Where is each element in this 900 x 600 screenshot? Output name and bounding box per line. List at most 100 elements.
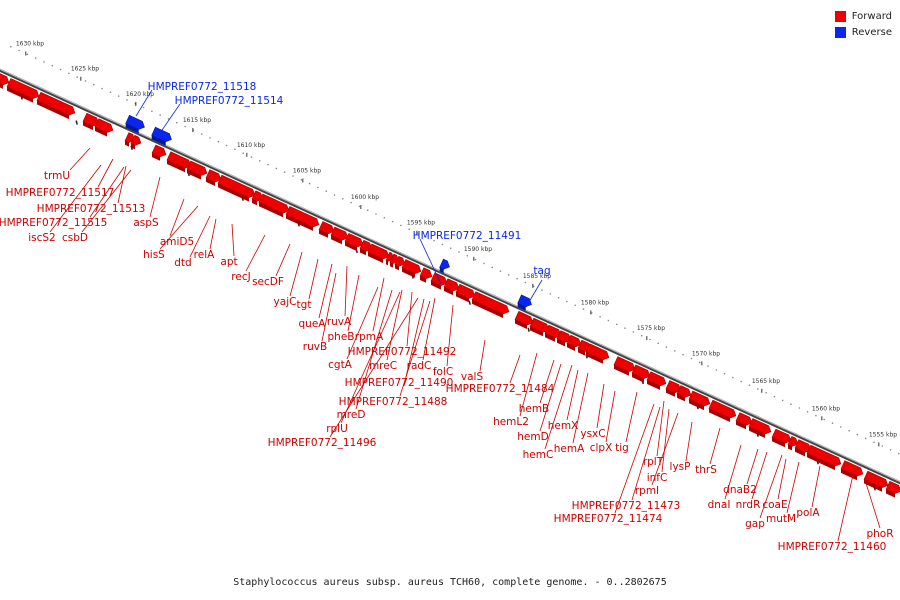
forward-gene-body <box>455 283 476 299</box>
reverse-gene-side <box>517 303 526 311</box>
legend-forward: Forward <box>834 8 892 24</box>
axis-highlight <box>0 68 900 483</box>
tick-dot <box>441 243 444 246</box>
forward-gene-side <box>259 202 283 218</box>
forward-gene <box>318 221 335 238</box>
tick-dot <box>632 331 635 333</box>
forward-gene-side <box>420 276 426 283</box>
forward-gene-body <box>708 399 737 419</box>
tick-dot <box>524 281 527 284</box>
tick-dot <box>798 407 801 409</box>
gene-label: HMPREF0772_11488 <box>339 396 448 408</box>
gene-label: amiD5 <box>160 236 194 248</box>
gene-label: mreD <box>337 409 366 421</box>
genome-axis <box>0 68 900 485</box>
tick-label: 1620 kbp <box>126 91 154 98</box>
tick-dot <box>574 304 576 307</box>
gene-label: dnaB2 <box>723 484 757 496</box>
forward-gene <box>443 278 460 296</box>
forward-gene-side <box>749 426 765 438</box>
gene-label: nrdR <box>736 499 761 511</box>
forward-gene-side <box>666 388 675 397</box>
forward-gene <box>885 480 900 498</box>
tick-label: 1630 kbp <box>16 41 44 48</box>
tick-dot <box>59 68 62 71</box>
gene-label: HMPREF0772_11491 <box>413 230 522 242</box>
gene-label: radC <box>407 360 432 372</box>
label-leader <box>321 272 337 342</box>
tick-label: 1560 kbp <box>812 405 840 412</box>
forward-gene <box>471 291 510 318</box>
label-leader <box>864 479 881 529</box>
label-leader <box>318 263 333 319</box>
forward-gene <box>556 330 572 347</box>
tick-dot <box>325 190 328 192</box>
forward-gene <box>401 259 422 278</box>
gene-label: hemD <box>517 431 548 443</box>
label-leader <box>759 454 783 519</box>
tick-dot <box>26 53 29 56</box>
forward-gene <box>631 364 651 383</box>
forward-gene-body <box>443 278 460 292</box>
tick-dot <box>773 395 776 398</box>
label-leader <box>49 164 102 233</box>
tick-dot <box>391 220 394 223</box>
forward-gene <box>217 174 256 202</box>
gene-label: HMPREF0772_11473 <box>572 500 681 512</box>
tick-dot <box>723 372 726 375</box>
forward-gene-side <box>252 199 257 206</box>
forward-gene-body <box>471 291 510 315</box>
gene-label: HMPREF0772_11515 <box>0 217 107 229</box>
label-leader <box>159 103 181 134</box>
tick-dot <box>557 296 560 299</box>
tick-dot <box>599 315 601 318</box>
label-leader <box>544 364 573 450</box>
label-leader <box>539 363 562 432</box>
gene-label: hemX <box>548 420 579 432</box>
forward-gene <box>585 343 610 364</box>
tick-dot <box>831 422 834 425</box>
gene-label: ruvB <box>303 341 327 353</box>
reverse-gene <box>125 114 145 134</box>
gene-label: trmU <box>44 170 70 182</box>
gene-label: relA <box>194 249 215 261</box>
label-leader <box>422 297 436 361</box>
gene-label: hemC <box>523 449 554 461</box>
label-leader <box>231 223 235 257</box>
reverse-gene-side <box>151 135 166 146</box>
forward-gene-side <box>578 348 585 356</box>
forward-gene <box>676 385 692 402</box>
forward-gene-side <box>515 319 527 329</box>
forward-gene-body <box>419 267 433 280</box>
forward-gene-body <box>748 418 772 435</box>
forward-gene <box>367 243 390 263</box>
gene-label: hemA <box>554 443 585 455</box>
gene-label: rpmI <box>635 485 659 497</box>
forward-gene-body <box>514 310 534 326</box>
reverse-swatch <box>834 26 846 38</box>
tick-dot <box>209 137 211 139</box>
tick-dot <box>358 205 361 208</box>
tick-label: 1590 kbp <box>464 246 492 253</box>
tick-dot <box>740 380 742 383</box>
tick-dot <box>856 433 859 436</box>
label-leader <box>631 406 661 501</box>
tick-dot <box>300 179 303 181</box>
tick-dot <box>151 110 153 113</box>
forward-gene-side <box>530 326 543 337</box>
tick-dot <box>582 308 585 310</box>
tick-dot <box>400 224 402 227</box>
forward-gene-body <box>688 390 711 407</box>
forward-gene <box>151 144 167 161</box>
label-leader <box>751 451 768 500</box>
tick-dot <box>342 198 344 200</box>
tick-dot <box>466 255 469 257</box>
tick-dot <box>43 61 45 63</box>
tick-label: 1600 kbp <box>351 194 379 201</box>
legend-reverse-label: Reverse <box>851 26 892 38</box>
forward-gene-side <box>125 140 129 147</box>
forward-gene-side <box>331 235 342 245</box>
gene-label: HMPREF0772_11496 <box>268 437 377 449</box>
forward-gene <box>613 356 636 376</box>
